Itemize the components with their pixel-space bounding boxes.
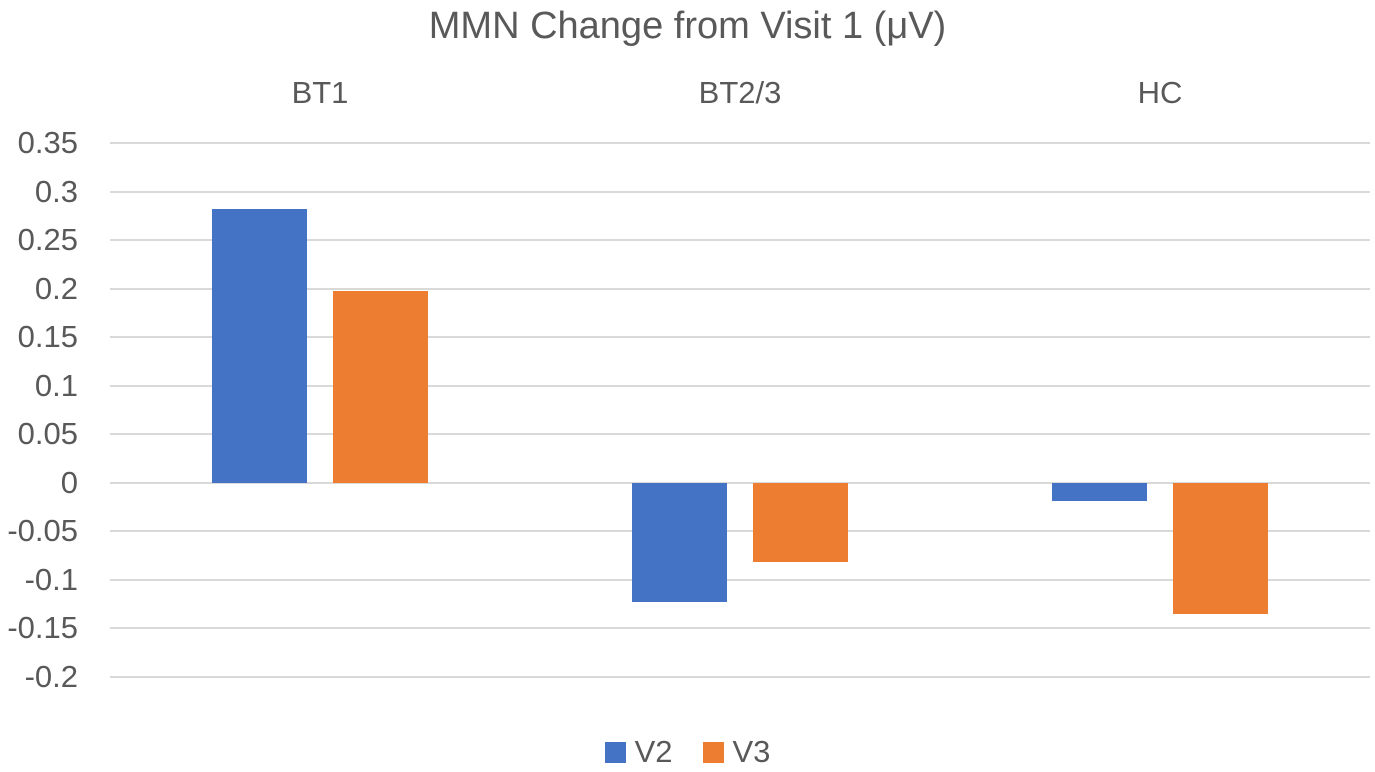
gridline (110, 578, 1370, 581)
legend-item-v2: V2 (604, 734, 673, 769)
legend-swatch-v3 (702, 741, 724, 763)
gridline (110, 481, 1370, 484)
y-axis-tick-label: -0.2 (24, 659, 78, 694)
gridline (110, 433, 1370, 436)
gridline (110, 627, 1370, 630)
y-axis-tick-label: -0.1 (24, 561, 78, 597)
legend-item-v3: V3 (702, 734, 771, 769)
chart-title: MMN Change from Visit 1 (μV) (428, 5, 947, 47)
y-axis-tick-label: 0.3 (34, 173, 78, 209)
gridline (110, 336, 1370, 339)
category-label-bt2-3: BT2/3 (698, 75, 782, 110)
legend-label-v3: V3 (732, 734, 771, 769)
legend-label-v2: V2 (634, 734, 673, 769)
y-axis-tick-label: 0 (60, 464, 78, 500)
category-label-bt1: BT1 (291, 75, 349, 110)
y-axis-tick-label: 0.15 (17, 319, 78, 355)
y-axis-tick-label: -0.15 (7, 610, 78, 646)
y-axis-tick-label: -0.05 (7, 513, 78, 549)
gridline (110, 384, 1370, 387)
y-axis-tick-label: 0.2 (34, 270, 78, 306)
y-axis-tick-label: 0.25 (17, 222, 78, 258)
gridline (110, 142, 1370, 144)
bar-v3-hc (1173, 482, 1268, 614)
y-axis-tick-label: 0.05 (17, 416, 78, 452)
y-axis-tick-label: 0.35 (17, 125, 78, 160)
category-label-hc: HC (1137, 75, 1183, 110)
y-axis-tick-label: 0.1 (34, 367, 78, 403)
gridline (110, 287, 1370, 290)
gridline (110, 530, 1370, 533)
legend-swatch-v2 (604, 741, 626, 763)
bar-v3-bt2-3 (753, 482, 848, 563)
gridline (110, 239, 1370, 242)
gridline (110, 190, 1370, 193)
gridline (110, 676, 1370, 678)
bar-v2-bt2-3 (632, 482, 727, 603)
bar-v3-bt1 (333, 290, 428, 483)
legend: V2 V3 (0, 736, 1375, 768)
bar-v2-bt1 (212, 209, 307, 483)
bar-v2-hc (1052, 482, 1147, 502)
